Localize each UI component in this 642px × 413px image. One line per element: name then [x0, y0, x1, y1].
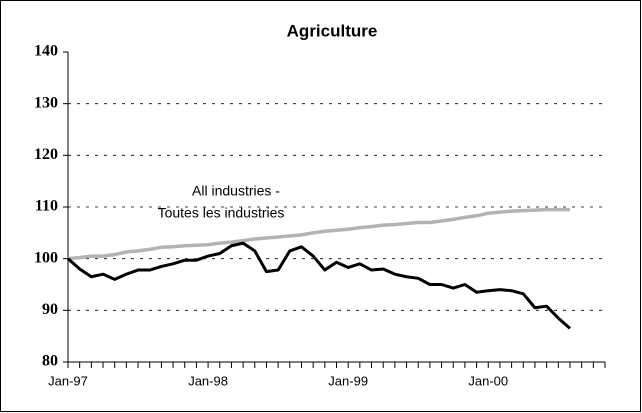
x-tick-label: Jan-97 [48, 373, 88, 388]
series-annotation: Toutes les industries [158, 205, 285, 221]
y-tick-label: 100 [34, 249, 58, 266]
y-tick-label: 120 [34, 146, 58, 163]
series-annotation: All industries - [192, 183, 280, 199]
y-tick-label: 140 [34, 43, 58, 60]
x-tick-label: Jan-99 [328, 373, 368, 388]
chart-title: Agriculture [287, 21, 378, 40]
line-series [67, 207, 570, 261]
y-tick-label: 110 [35, 198, 58, 215]
y-tick-label: 80 [42, 353, 58, 370]
y-tick-label: 90 [42, 301, 58, 318]
y-tick-label: 130 [34, 94, 58, 111]
line-series [67, 241, 571, 330]
x-tick-label: Jan-00 [468, 373, 508, 388]
x-tick-label: Jan-98 [188, 373, 228, 388]
